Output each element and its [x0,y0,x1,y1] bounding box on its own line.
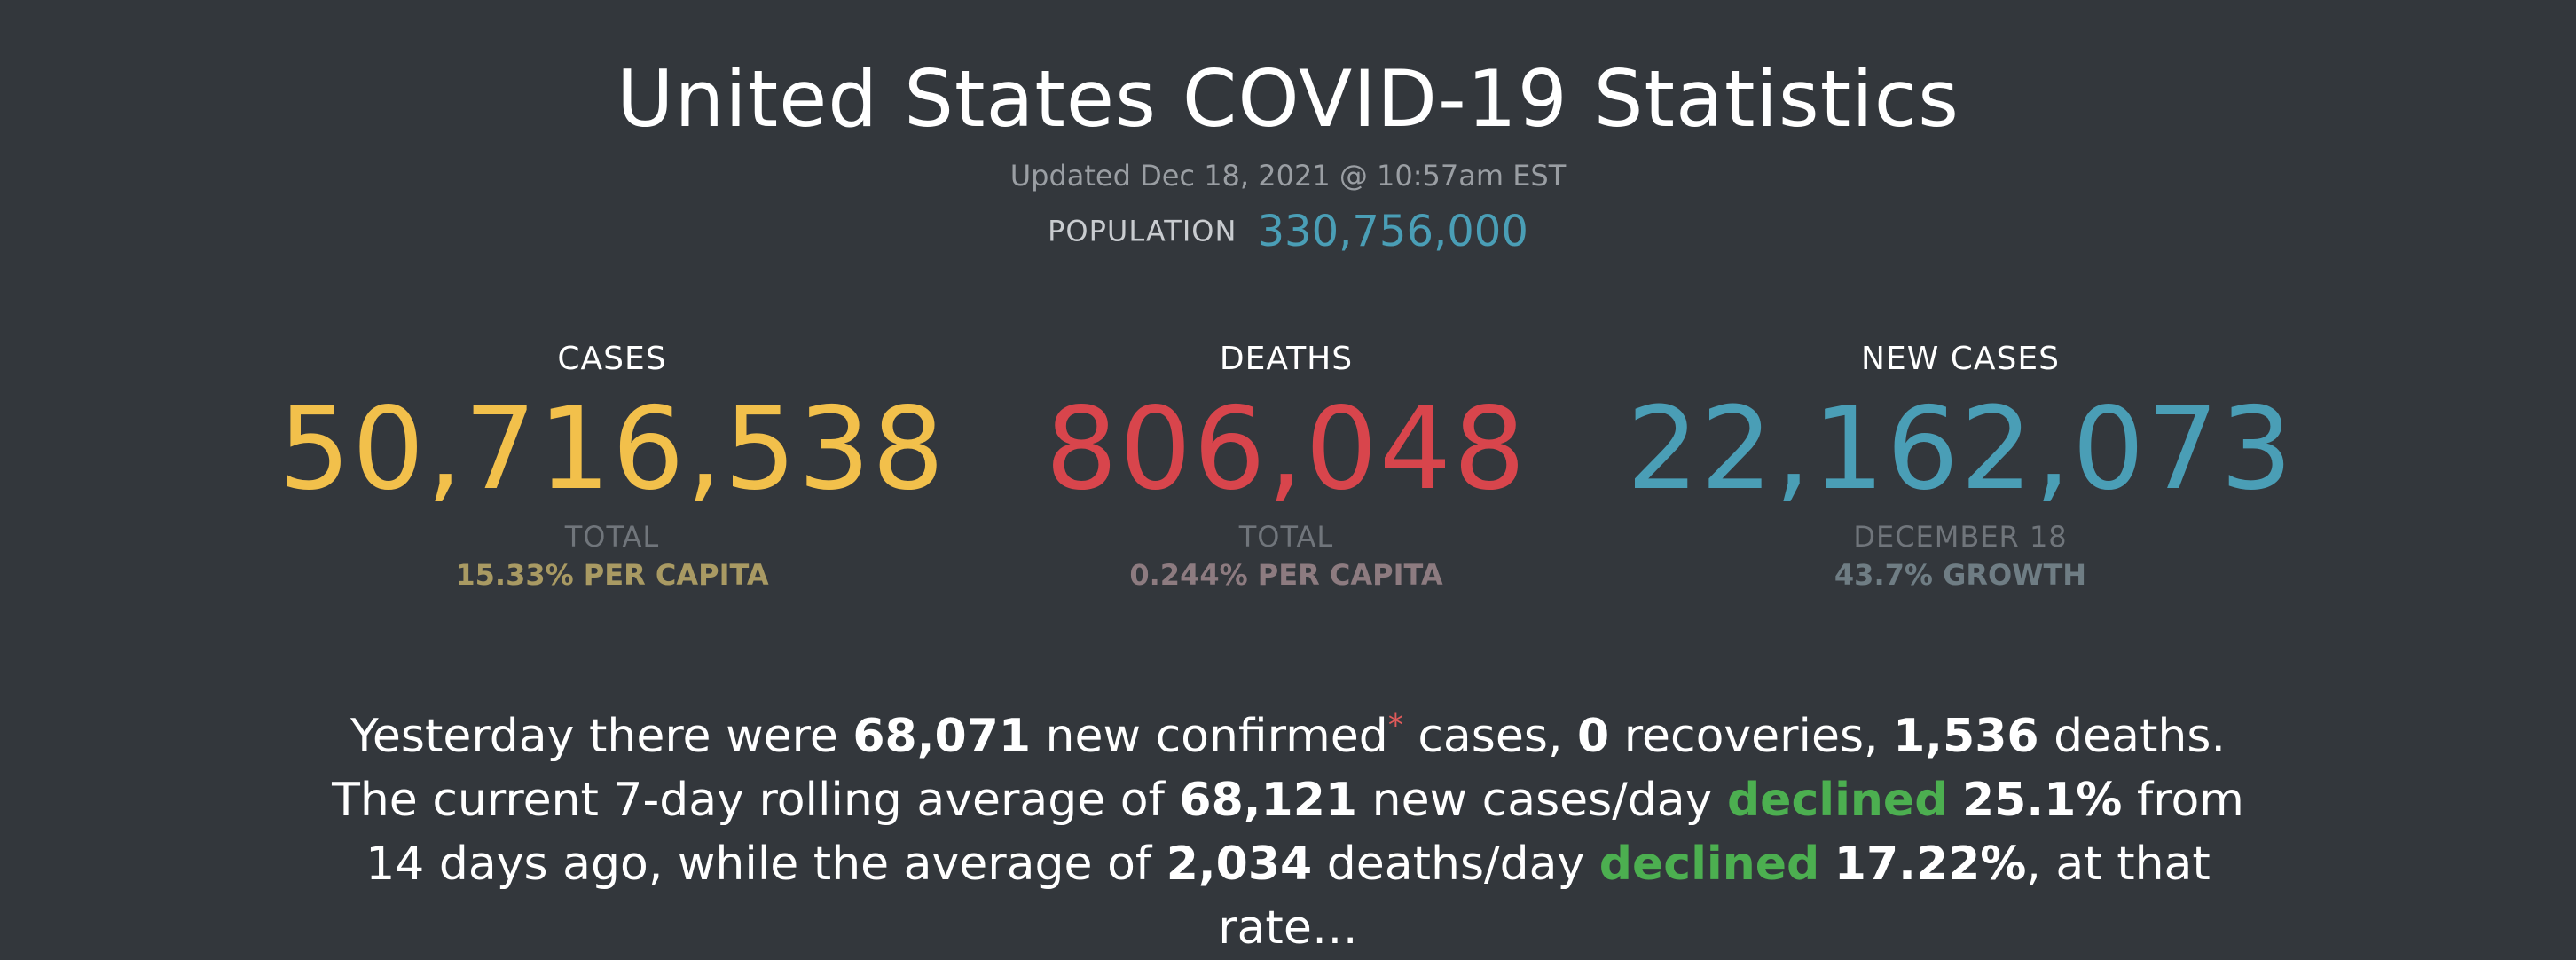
summary-text [1819,838,1834,891]
summary-text: deaths. The current 7-day rolling averag… [332,710,2226,827]
stat-label: CASES [557,341,667,377]
stat-label: DEATHS [1219,341,1354,377]
avg-cases: 68,121 [1179,774,1358,827]
stat-sub2: 43.7% GROWTH [1834,558,2087,592]
deaths-trend: declined [1598,838,1820,891]
footnote-asterisk[interactable]: * [1387,707,1403,744]
stat-sub: TOTAL [1238,520,1334,554]
summary-text: Yesterday there were [350,710,853,763]
summary-text: new cases/day [1357,774,1727,827]
new-confirmed-count: 68,071 [852,710,1032,763]
stat-label: NEW CASES [1861,341,2060,377]
cases-trend: declined [1726,774,1948,827]
deaths-pct: 17.22% [1834,838,2027,891]
stat-sub2: 0.244% PER CAPITA [1129,558,1443,592]
summary-text: recoveries, [1609,710,1894,763]
cases-pct: 25.1% [1961,774,2123,827]
stat-value: 50,716,538 [278,383,946,515]
summary-paragraph: Yesterday there were 68,071 new confirme… [319,704,2257,960]
stat-sub: TOTAL [564,520,660,554]
stat-new-cases: NEW CASES 22,162,073 DECEMBER 18 43.7% G… [1606,337,2315,594]
avg-deaths: 2,034 [1166,838,1313,891]
updated-timestamp: Updated Dec 18, 2021 @ 10:57am EST [1009,159,1567,193]
summary-text: , at that rate… [1218,838,2211,955]
recoveries-count: 0 [1577,710,1610,763]
stat-sub2: 15.33% PER CAPITA [455,558,769,592]
stat-cases: CASES 50,716,538 TOTAL 15.33% PER CAPITA [257,337,967,594]
summary-text [1947,774,1962,827]
summary-text: cases, [1402,710,1578,763]
population-label: POPULATION [1048,214,1237,248]
stat-sub: DECEMBER 18 [1853,520,2068,554]
deaths-count: 1,536 [1893,710,2039,763]
summary-text: deaths/day [1312,838,1599,891]
population-row: POPULATION 330,756,000 [0,204,2576,258]
stat-deaths: DEATHS 806,048 TOTAL 0.244% PER CAPITA [931,337,1641,594]
summary-text: new confirmed [1031,710,1388,763]
stat-value: 22,162,073 [1626,383,2295,515]
population-value: 330,756,000 [1257,206,1528,256]
summary-text: from 14 days ago, while the average of [365,774,2244,891]
stat-value: 806,048 [1045,383,1528,515]
page-title: United States COVID-19 Statistics [617,53,1959,145]
